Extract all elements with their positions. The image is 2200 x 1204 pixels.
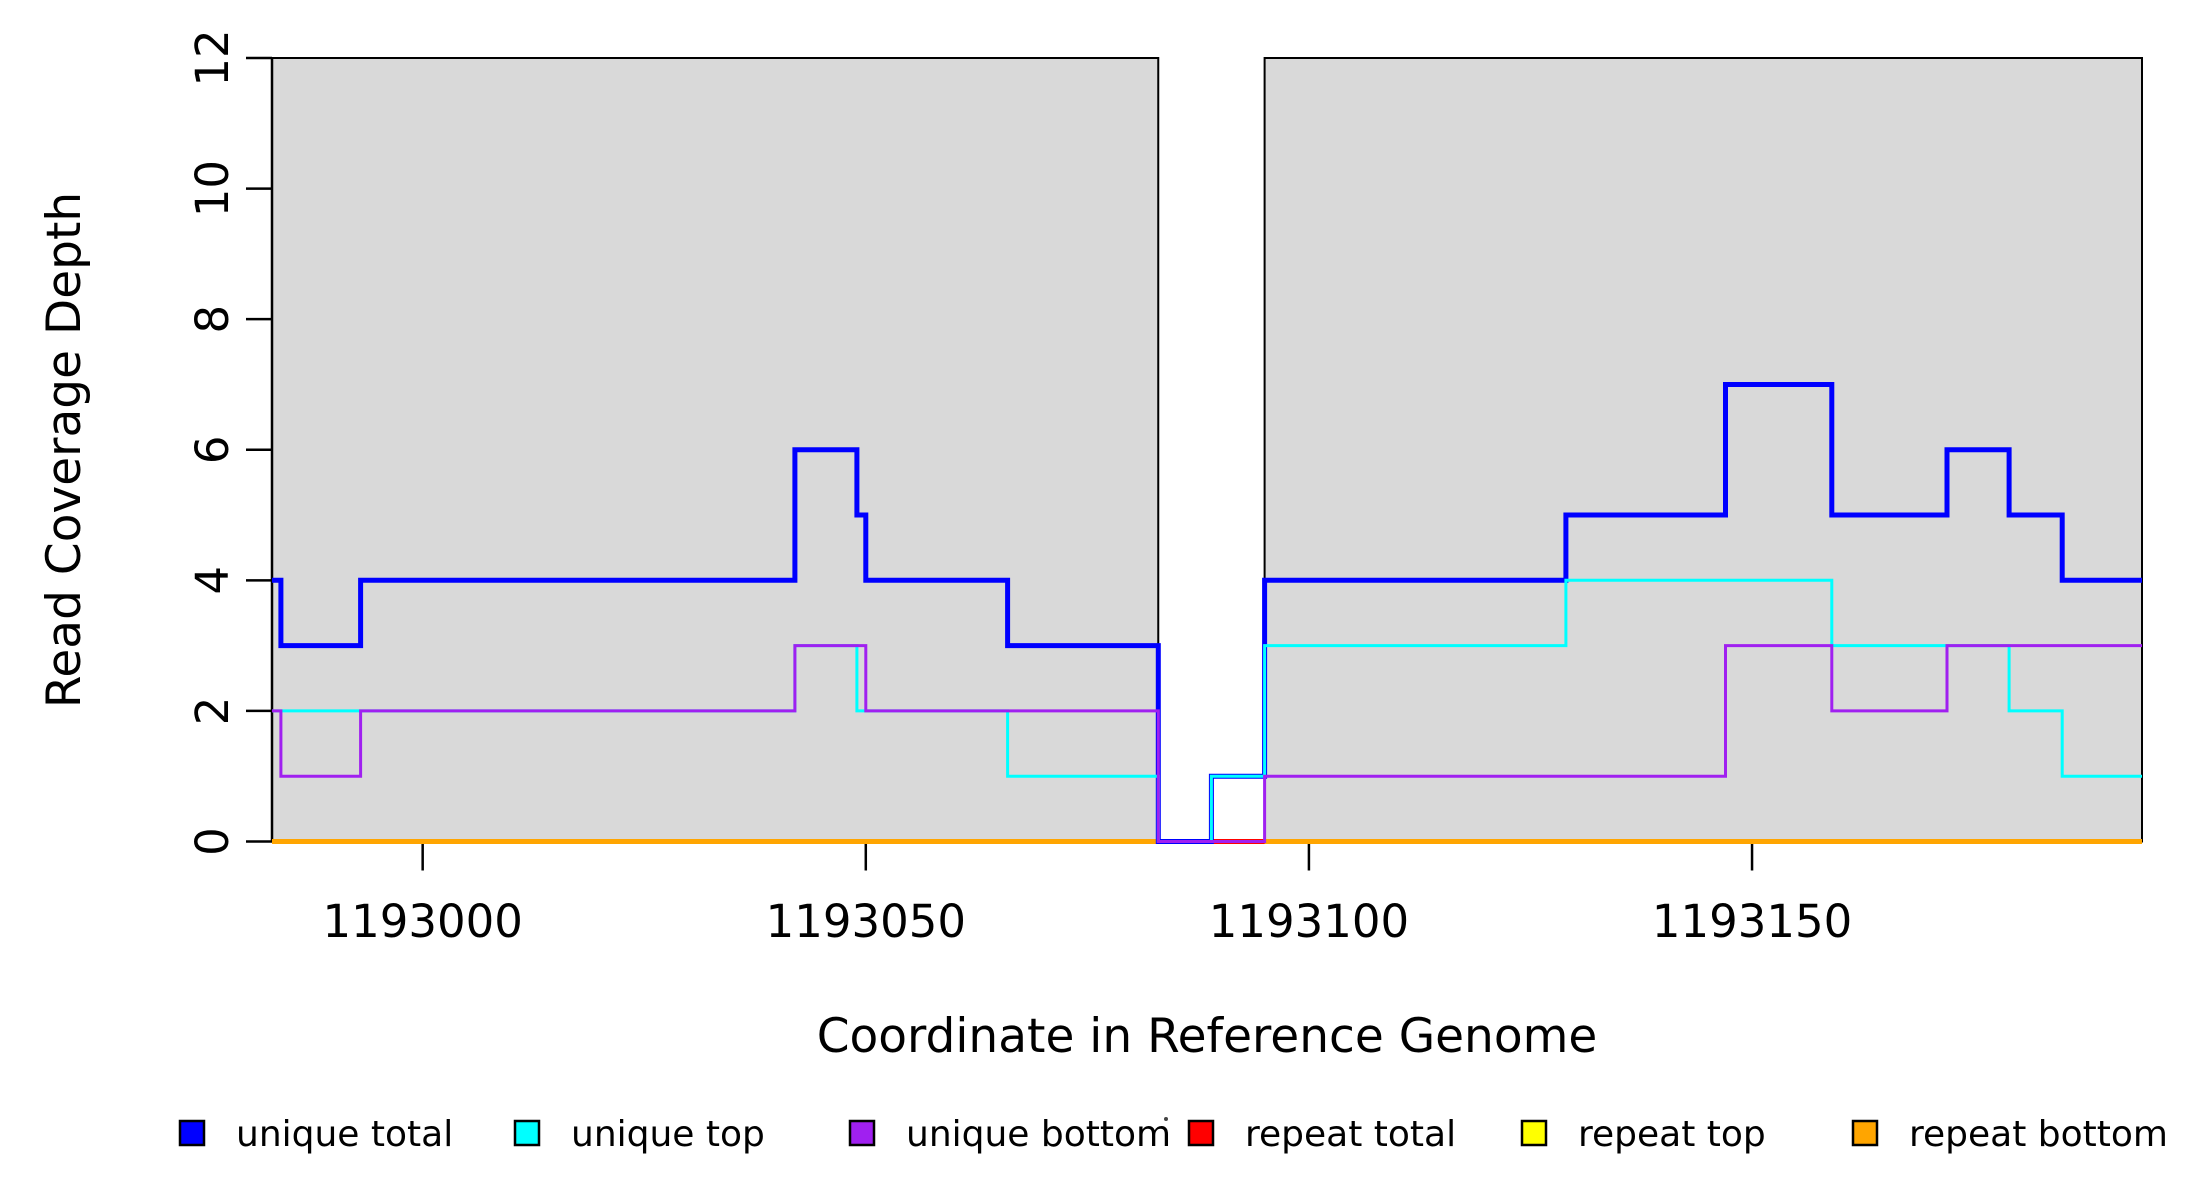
legend-label-repeat-top: repeat top [1578, 1114, 1766, 1155]
y-tick-label: 12 [186, 29, 239, 86]
y-tick-label: 6 [186, 435, 239, 464]
y-tick-label: 2 [186, 697, 239, 726]
legend-label-repeat-bottom: repeat bottom [1909, 1114, 2168, 1155]
legend-swatch-repeat-top [1520, 1119, 1548, 1147]
y-tick-label: 8 [186, 305, 239, 334]
legend-label-unique-total: unique total [236, 1114, 453, 1155]
y-tick-label: 0 [186, 827, 239, 856]
shaded-region-0 [271, 57, 1160, 843]
legend-label-unique-bottom: unique bottom [906, 1114, 1171, 1155]
x-tick-label: 1193100 [1209, 895, 1409, 948]
legend-label-unique-top: unique top [571, 1114, 765, 1155]
legend-label-repeat-total: repeat total [1245, 1114, 1456, 1155]
y-tick-label: 4 [186, 566, 239, 595]
legend-swatch-unique-total [178, 1119, 206, 1147]
y-tick-label: 10 [186, 160, 239, 217]
x-tick-label: 1193000 [322, 895, 522, 948]
legend-swatch-repeat-bottom [1851, 1119, 1879, 1147]
x-tick-label: 1193150 [1652, 895, 1852, 948]
x-axis-title: Coordinate in Reference Genome [817, 1009, 1598, 1064]
series-unique-top [272, 578, 2142, 843]
x-tick-label: 1193050 [766, 895, 966, 948]
legend-swatch-repeat-total [1187, 1119, 1215, 1147]
stray-mark [1164, 1117, 1168, 1121]
series-unique-bottom [272, 644, 2142, 843]
y-axis-title: Read Coverage Depth [37, 192, 92, 708]
legend-swatch-unique-top [513, 1119, 541, 1147]
legend-swatch-unique-bottom [848, 1119, 876, 1147]
